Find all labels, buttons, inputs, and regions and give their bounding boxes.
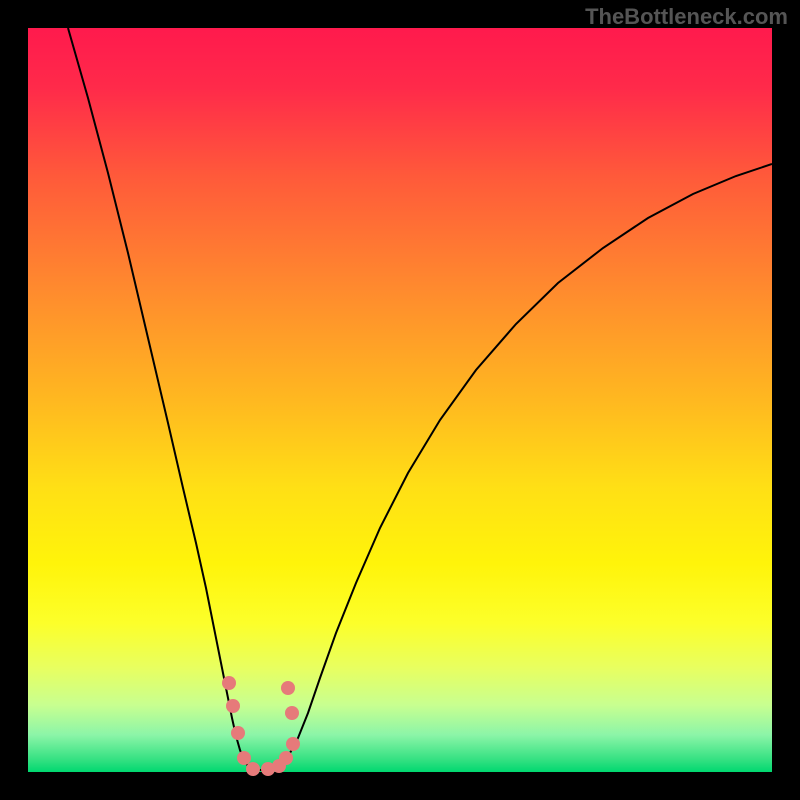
watermark-text: TheBottleneck.com [585,4,788,30]
data-marker [281,681,295,695]
data-marker [285,706,299,720]
left-curve-branch [68,28,260,770]
data-marker [231,726,245,740]
bottleneck-curve [28,28,772,772]
data-marker [246,762,260,776]
data-marker [279,751,293,765]
right-curve-branch [260,164,772,770]
plot-area [28,28,772,772]
data-marker [226,699,240,713]
chart-container: TheBottleneck.com [0,0,800,800]
data-marker [222,676,236,690]
data-marker [286,737,300,751]
